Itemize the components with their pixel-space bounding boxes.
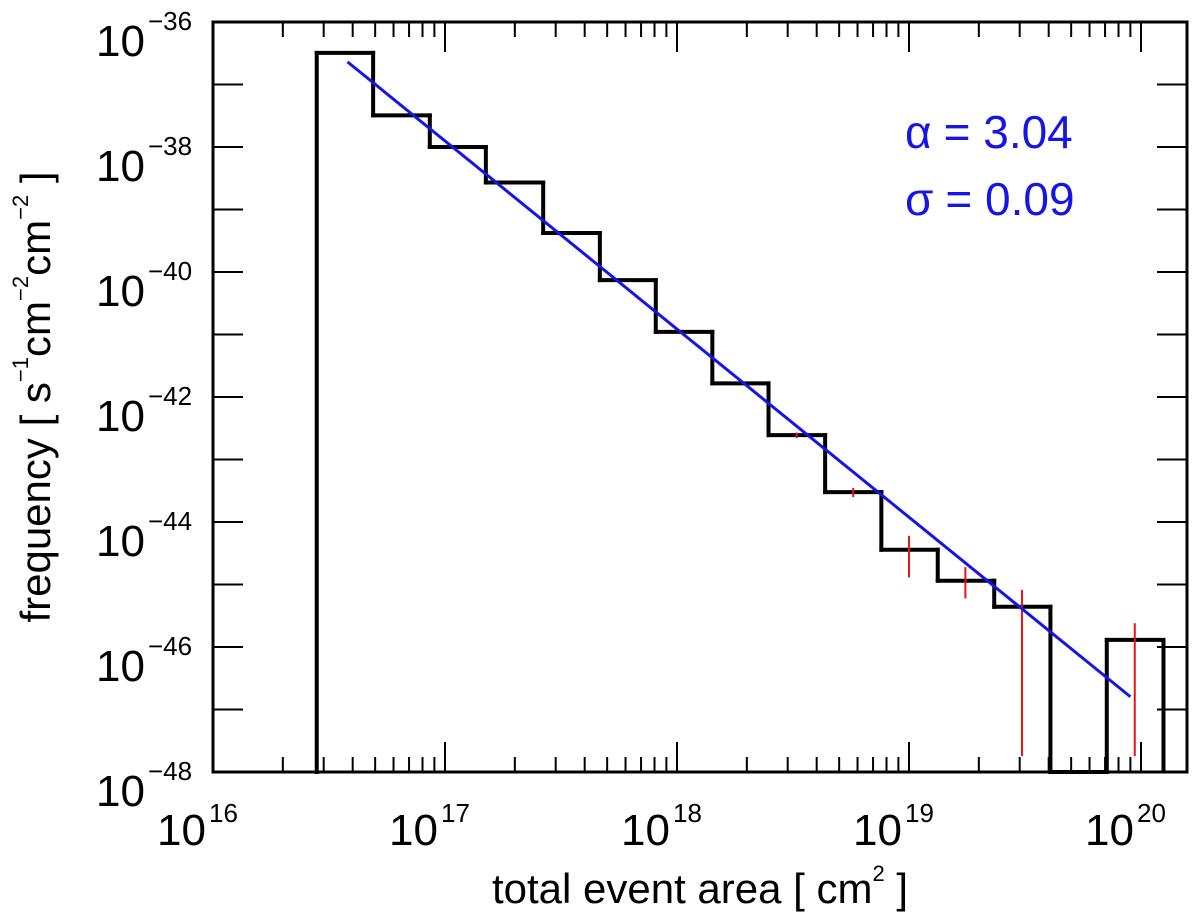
y-axis-title-sup: −1 bbox=[8, 357, 33, 382]
x-tick-label: 10 bbox=[853, 806, 902, 855]
alpha-annotation: α = 3.04 bbox=[905, 106, 1073, 158]
y-tick-label: 10 bbox=[96, 642, 145, 691]
y-tick-exponent: −38 bbox=[148, 131, 192, 161]
y-tick-exponent: −44 bbox=[148, 506, 192, 536]
y-tick-label: 10 bbox=[96, 517, 145, 566]
x-tick-label: 10 bbox=[621, 806, 670, 855]
y-tick-label: 10 bbox=[96, 767, 145, 816]
y-tick-exponent: −36 bbox=[148, 6, 192, 36]
x-tick-label: 10 bbox=[389, 806, 438, 855]
x-tick-exponent: 19 bbox=[905, 798, 934, 828]
y-axis-title-text: cm bbox=[12, 301, 59, 357]
y-axis-title: frequency [ s−1cm−2cm−2 ] bbox=[8, 171, 59, 622]
y-axis-title-sup: −2 bbox=[8, 195, 33, 220]
alpha-symbol: α bbox=[905, 106, 932, 158]
y-tick-label: 10 bbox=[96, 267, 145, 316]
x-tick-label: 10 bbox=[1085, 806, 1134, 855]
sigma-symbol: σ bbox=[905, 173, 933, 225]
y-tick-exponent: −42 bbox=[148, 381, 192, 411]
y-axis-title-text: frequency [ s bbox=[12, 382, 59, 622]
y-axis-title-text: cm bbox=[12, 220, 59, 276]
y-tick-label: 10 bbox=[96, 392, 145, 441]
error-bars bbox=[795, 432, 1136, 757]
y-tick-label: 10 bbox=[96, 17, 145, 66]
alpha-value: = 3.04 bbox=[944, 106, 1073, 158]
x-axis-title: total event area [ cm2 ] bbox=[492, 861, 908, 912]
x-axis-title-end: ] bbox=[885, 865, 908, 912]
x-tick-exponent: 20 bbox=[1137, 798, 1166, 828]
y-tick-exponent: −46 bbox=[148, 631, 192, 661]
y-tick-label: 10 bbox=[96, 142, 145, 191]
fit-line bbox=[346, 60, 1132, 698]
x-tick-exponent: 18 bbox=[673, 798, 702, 828]
x-axis-title-text: total event area [ cm bbox=[492, 865, 873, 912]
sigma-value: = 0.09 bbox=[945, 173, 1074, 225]
y-axis-title-sup: −2 bbox=[8, 276, 33, 301]
x-tick-label: 10 bbox=[157, 806, 206, 855]
sigma-annotation: σ = 0.09 bbox=[905, 173, 1075, 225]
major-ticks bbox=[212, 21, 1187, 773]
y-axis-title-end: ] bbox=[12, 171, 59, 194]
y-tick-exponent: −48 bbox=[148, 756, 192, 786]
x-tick-exponent: 17 bbox=[441, 798, 470, 828]
fit-line-group bbox=[346, 60, 1132, 698]
minor-ticks bbox=[281, 22, 1132, 772]
x-axis-title-sup: 2 bbox=[872, 861, 884, 886]
x-tick-exponent: 16 bbox=[209, 798, 238, 828]
y-tick-exponent: −40 bbox=[148, 256, 192, 286]
